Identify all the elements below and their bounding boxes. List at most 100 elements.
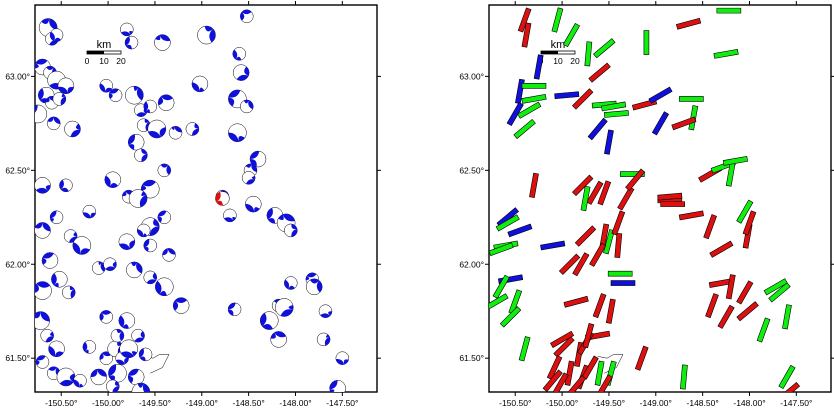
stress-bar-red (572, 88, 594, 110)
beachball (61, 285, 76, 300)
beachball (90, 368, 107, 386)
x-tick-label: -147.50° (326, 398, 358, 408)
beachball (35, 281, 52, 300)
beachball-quadrant (266, 207, 273, 220)
stress-bar-red (558, 253, 581, 275)
scale-bar-segment (541, 51, 558, 54)
stress-bar-green (736, 199, 754, 224)
stress-bar-green (607, 270, 633, 277)
stress-bar-green (492, 274, 510, 299)
beachball-compression-quadrant (122, 191, 133, 204)
beachball-compression-quadrant (252, 196, 262, 213)
scale-bar-label: 20 (570, 56, 580, 66)
y-tick-label: 63.00° (5, 71, 30, 81)
stress-bar-blue (507, 223, 533, 238)
beachball-compression-quadrant (63, 77, 74, 94)
beachball-quadrant (141, 153, 148, 162)
beachball-compression-quadrant (270, 332, 283, 348)
beachball-quadrant (119, 331, 124, 341)
stress-bar-red (671, 116, 697, 131)
beachball-quadrant (282, 213, 295, 222)
beachball (125, 85, 144, 105)
beachball-compression-quadrant (242, 171, 256, 180)
beachball-compression-quadrant (58, 367, 75, 383)
beachball-quadrant (228, 302, 236, 310)
stress-bar-green (643, 30, 650, 55)
beachball-compression-quadrant (144, 243, 157, 252)
beachball-quadrant (284, 279, 290, 290)
beachball-compression-quadrant (110, 329, 123, 341)
beachball (99, 351, 113, 365)
y-tick-label: 61.50° (5, 353, 30, 363)
scale-bar-label: 10 (553, 56, 563, 66)
x-tick-label: -150.50° (499, 398, 531, 408)
beachball (131, 382, 151, 392)
beachball-quadrant (109, 88, 119, 94)
beachball-quadrant (191, 128, 199, 136)
right-panel-stress-bars: -150.50° -150.00° -149.50° -149.00° -148.50°… (459, 1, 834, 408)
stress-bar-red (657, 192, 683, 201)
beachball-outline (35, 104, 48, 124)
beachball-quadrant (174, 297, 188, 303)
beachball-compression-quadrant (109, 93, 122, 102)
beachball-quadrant (324, 336, 331, 346)
beachball-compression-quadrant (52, 92, 66, 102)
beachball (162, 248, 176, 262)
stress-bar-green (778, 364, 796, 390)
stress-bar-green (679, 96, 704, 102)
stress-bar-green (593, 38, 616, 59)
beachball (259, 311, 279, 330)
beachball-compression-quadrant (123, 233, 135, 249)
beachball-quadrant (50, 31, 55, 42)
map-frame (34, 4, 378, 393)
beachball-compression-quadrant (157, 216, 171, 224)
beachball-quadrant (70, 288, 76, 299)
stress-bar-red (521, 22, 532, 48)
beachball-quadrant (53, 116, 61, 125)
x-tick-label: -148.50° (233, 398, 265, 408)
beachball-compression-quadrant (43, 66, 54, 78)
beachball (56, 367, 76, 387)
beachball-compression-quadrant (40, 329, 54, 337)
beachball-compression-quadrant (329, 386, 346, 392)
beachball (119, 339, 138, 359)
stress-bar-red (705, 293, 719, 319)
beachball-compression-quadrant (123, 339, 138, 357)
beachball (136, 223, 151, 238)
beachball-quadrant (42, 252, 54, 259)
y-tick-label: 62.50° (5, 165, 30, 175)
beachball (108, 88, 123, 102)
beachball-compression-quadrant (197, 26, 213, 42)
beachball (157, 210, 172, 225)
x-tick-label: -150.50° (45, 398, 77, 408)
beachball (329, 379, 346, 392)
beachball-compression-quadrant (141, 184, 159, 199)
beachball-quadrant (82, 212, 92, 219)
stress-bar-red (574, 225, 597, 247)
beachball (197, 25, 216, 45)
beachball-compression-quadrant (137, 118, 150, 129)
y-tick-label: 63.00° (459, 71, 484, 81)
beachball-compression-quadrant (107, 340, 123, 354)
beachball (154, 34, 171, 51)
beachball-compression-quadrant (173, 300, 188, 314)
stress-bar-green (521, 82, 547, 89)
stress-bar-green (508, 289, 523, 315)
beachball (228, 123, 247, 142)
x-tick-label: -148.50° (687, 398, 719, 408)
beachball-quadrant (50, 210, 57, 219)
stress-bar-red (542, 369, 563, 392)
stress-bar-green (584, 41, 593, 67)
x-tick-label: -148.00° (733, 398, 765, 408)
beachball (99, 310, 113, 324)
beachball (223, 208, 237, 223)
beachball (49, 28, 64, 42)
beachball-compression-quadrant (99, 353, 111, 365)
beachball-quadrant (148, 131, 161, 138)
x-tick-label: -150.00° (92, 398, 124, 408)
stress-bar-blue (533, 54, 544, 80)
beachball-quadrant (57, 86, 69, 94)
beachball-quadrant (335, 358, 345, 365)
beachball-quadrant (139, 348, 144, 358)
